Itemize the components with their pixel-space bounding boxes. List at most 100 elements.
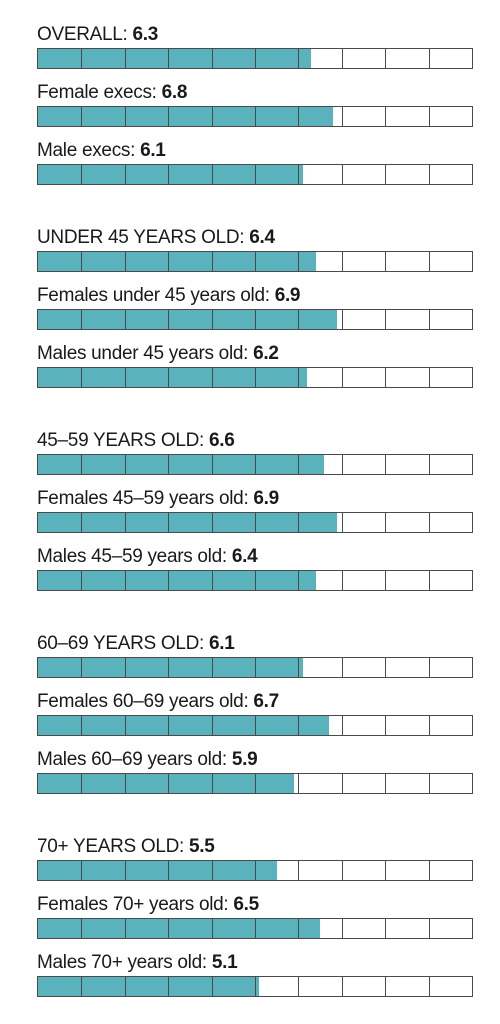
bar-value-label: 6.2	[253, 343, 279, 364]
bar-segment-divider	[81, 252, 82, 271]
bar-track	[37, 48, 473, 69]
bar-label-text: Females under 45 years old:	[37, 285, 270, 306]
bar-label-text: Female execs:	[37, 82, 157, 103]
bar-fill	[38, 310, 337, 329]
bar-value-label: 6.1	[209, 633, 235, 654]
bar-segment-divider	[429, 658, 430, 677]
bar-segment-divider	[429, 861, 430, 880]
bar-segment-divider	[212, 455, 213, 474]
bar-value-label: 6.3	[132, 24, 159, 45]
bar-track	[37, 976, 473, 997]
bar-segment-divider	[168, 658, 169, 677]
bar-segment-divider	[385, 658, 386, 677]
bar-segment-divider	[255, 455, 256, 474]
bar-segment-divider	[81, 165, 82, 184]
bar-value-label: 6.7	[253, 691, 279, 712]
bar-track	[37, 309, 473, 330]
bar-segment-divider	[342, 658, 343, 677]
bar-segment-divider	[342, 368, 343, 387]
bar-segment-divider	[429, 774, 430, 793]
bar-segment-divider	[212, 513, 213, 532]
bar-fill	[38, 977, 259, 996]
bar-segment-divider	[255, 861, 256, 880]
bar-fill	[38, 571, 316, 590]
bar-fill	[38, 513, 337, 532]
bar-fill	[38, 716, 329, 735]
bar-segment-divider	[255, 977, 256, 996]
bar-segment-divider	[168, 919, 169, 938]
bar-row: Males under 45 years old: 6.2	[37, 343, 473, 388]
bar-label: 60–69 YEARS OLD: 6.1	[37, 633, 473, 655]
bar-segment-divider	[81, 368, 82, 387]
bar-segment-divider	[212, 977, 213, 996]
bar-fill	[38, 774, 294, 793]
bar-label: OVERALL: 6.3	[37, 24, 473, 46]
bar-segment-divider	[212, 571, 213, 590]
bar-segment-divider	[168, 861, 169, 880]
bar-segment-divider	[298, 774, 299, 793]
bar-segment-divider	[125, 252, 126, 271]
bar-segment-divider	[168, 310, 169, 329]
bar-segment-divider	[212, 658, 213, 677]
bar-track	[37, 106, 473, 127]
bar-label: UNDER 45 YEARS OLD: 6.4	[37, 227, 473, 249]
bar-track	[37, 251, 473, 272]
bar-segment-divider	[125, 455, 126, 474]
bar-segment-divider	[81, 658, 82, 677]
bar-fill	[38, 919, 320, 938]
bar-segment-divider	[212, 107, 213, 126]
bar-segment-divider	[298, 310, 299, 329]
bar-segment-divider	[342, 571, 343, 590]
bar-segment-divider	[429, 455, 430, 474]
bar-segment-divider	[429, 252, 430, 271]
bar-segment-divider	[298, 165, 299, 184]
bar-segment-divider	[168, 49, 169, 68]
bar-row: Male execs: 6.1	[37, 140, 473, 185]
bar-segment-divider	[385, 107, 386, 126]
bar-label-text: OVERALL:	[37, 24, 128, 45]
bar-segment-divider	[342, 310, 343, 329]
bar-segment-divider	[429, 49, 430, 68]
bar-segment-divider	[168, 571, 169, 590]
bar-segment-divider	[298, 513, 299, 532]
bar-row: 60–69 YEARS OLD: 6.1	[37, 633, 473, 678]
bar-segment-divider	[342, 513, 343, 532]
bar-segment-divider	[298, 919, 299, 938]
bar-label: Male execs: 6.1	[37, 140, 473, 162]
bar-segment-divider	[429, 571, 430, 590]
bar-segment-divider	[81, 107, 82, 126]
bar-label-text: 45–59 YEARS OLD:	[37, 430, 205, 451]
bar-value-label: 6.9	[274, 285, 301, 306]
bar-track	[37, 918, 473, 939]
bar-row: Females 70+ years old: 6.5	[37, 894, 473, 939]
bar-segment-divider	[298, 658, 299, 677]
bar-label: Males 70+ years old: 5.1	[37, 952, 473, 974]
bar-segment-divider	[81, 861, 82, 880]
bar-segment-divider	[125, 513, 126, 532]
bar-segment-divider	[385, 919, 386, 938]
bar-segment-divider	[385, 571, 386, 590]
bar-segment-divider	[342, 252, 343, 271]
bar-segment-divider	[81, 455, 82, 474]
bar-segment-divider	[429, 310, 430, 329]
bar-segment-divider	[342, 861, 343, 880]
bar-fill	[38, 252, 316, 271]
bar-segment-divider	[255, 310, 256, 329]
bar-row: Females 45–59 years old: 6.9	[37, 488, 473, 533]
bar-fill	[38, 368, 307, 387]
bar-label: Males 60–69 years old: 5.9	[37, 749, 473, 771]
bar-label: 70+ YEARS OLD: 5.5	[37, 836, 473, 858]
bar-segment-divider	[385, 716, 386, 735]
bar-segment-divider	[168, 455, 169, 474]
bar-segment-divider	[385, 49, 386, 68]
bar-row: Males 60–69 years old: 5.9	[37, 749, 473, 794]
bar-segment-divider	[212, 252, 213, 271]
bar-fill	[38, 861, 277, 880]
bar-segment-divider	[168, 513, 169, 532]
bar-track	[37, 454, 473, 475]
bar-row: OVERALL: 6.3	[37, 24, 473, 69]
bar-segment-divider	[429, 513, 430, 532]
bar-fill	[38, 658, 303, 677]
bar-label-text: Male execs:	[37, 140, 136, 161]
